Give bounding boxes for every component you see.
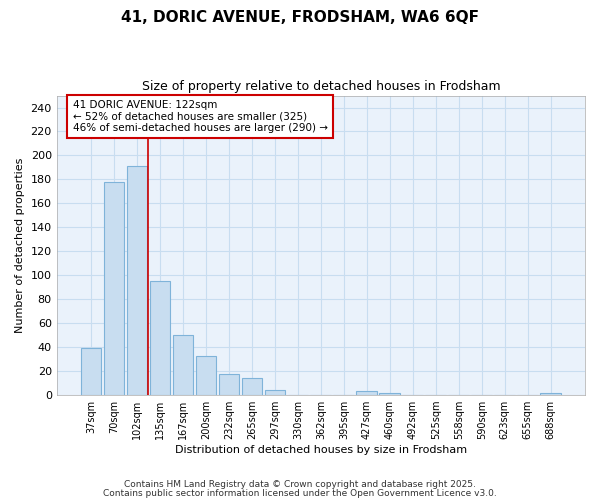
Bar xyxy=(356,392,377,395)
Text: Contains HM Land Registry data © Crown copyright and database right 2025.: Contains HM Land Registry data © Crown c… xyxy=(124,480,476,489)
Bar xyxy=(127,166,148,395)
Bar xyxy=(149,282,170,395)
Bar xyxy=(196,356,216,395)
Text: 41 DORIC AVENUE: 122sqm
← 52% of detached houses are smaller (325)
46% of semi-d: 41 DORIC AVENUE: 122sqm ← 52% of detache… xyxy=(73,100,328,133)
X-axis label: Distribution of detached houses by size in Frodsham: Distribution of detached houses by size … xyxy=(175,445,467,455)
Text: 41, DORIC AVENUE, FRODSHAM, WA6 6QF: 41, DORIC AVENUE, FRODSHAM, WA6 6QF xyxy=(121,10,479,25)
Title: Size of property relative to detached houses in Frodsham: Size of property relative to detached ho… xyxy=(142,80,500,93)
Bar xyxy=(104,182,124,395)
Bar xyxy=(265,390,285,395)
Bar xyxy=(379,392,400,395)
Bar xyxy=(218,374,239,395)
Bar xyxy=(242,378,262,395)
Bar xyxy=(541,392,561,395)
Text: Contains public sector information licensed under the Open Government Licence v3: Contains public sector information licen… xyxy=(103,488,497,498)
Bar xyxy=(173,335,193,395)
Bar xyxy=(80,348,101,395)
Y-axis label: Number of detached properties: Number of detached properties xyxy=(15,158,25,333)
